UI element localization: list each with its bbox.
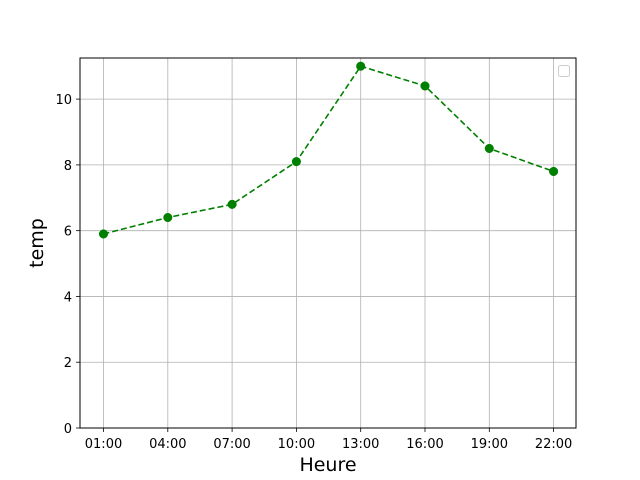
grid-lines [80, 58, 576, 429]
y-axis-label: temp [26, 218, 48, 268]
data-point [484, 143, 494, 153]
x-tick-label: 01:00 [85, 437, 122, 452]
legend-box [558, 65, 570, 77]
x-tick-label: 13:00 [342, 437, 379, 452]
y-tick-label: 6 [64, 225, 72, 240]
x-tick-label: 16:00 [406, 437, 443, 452]
x-tick-label: 04:00 [149, 437, 186, 452]
axis-ticks: 01:00 04:00 07:00 10:00 13:00 16:00 19:00 22:00… [55, 93, 572, 452]
y-tick-label: 2 [64, 356, 72, 371]
y-tick-label: 10 [55, 93, 72, 108]
x-tick-label: 19:00 [471, 437, 508, 452]
data-point [549, 166, 559, 177]
data-point [98, 229, 109, 239]
x-tick-label: 10:00 [278, 437, 315, 452]
plot-frame [79, 57, 577, 429]
data-point [356, 61, 366, 71]
data-point [163, 212, 173, 223]
data-point [291, 157, 301, 167]
series-group [98, 61, 559, 239]
y-tick-label: 4 [64, 290, 72, 305]
y-tick-label: 8 [64, 159, 72, 174]
series-line [103, 65, 554, 235]
x-tick-label: 22:00 [535, 437, 572, 452]
x-axis-label: Heure [299, 454, 356, 476]
data-point [420, 81, 430, 91]
data-point [227, 199, 237, 209]
x-tick-label: 07:00 [213, 437, 250, 452]
y-tick-label: 0 [64, 422, 72, 437]
